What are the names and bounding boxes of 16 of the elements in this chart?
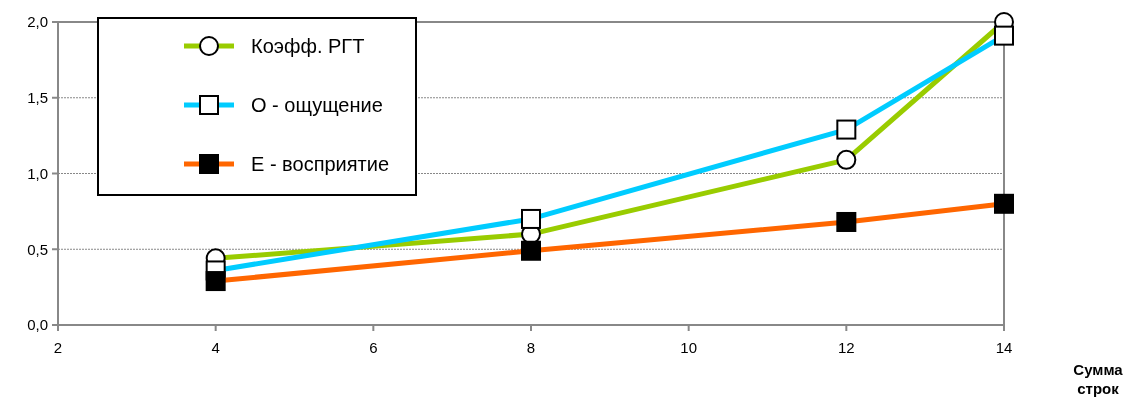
legend-label: О - ощущение xyxy=(251,94,383,116)
y-tick-label: 0,5 xyxy=(27,240,48,258)
x-tick-label: 12 xyxy=(837,339,855,356)
y-tick-label: 2,0 xyxy=(27,13,48,31)
x-tick-label: 10 xyxy=(680,339,698,356)
x-tick-label: 4 xyxy=(211,339,220,356)
x-tick-label: 2 xyxy=(53,339,63,356)
x-tick-label: 8 xyxy=(526,339,536,356)
legend-label: Е - восприятие xyxy=(251,153,390,175)
y-tick-label: 1,0 xyxy=(27,164,48,182)
y-tick-label: 1,5 xyxy=(27,89,48,106)
x-axis-title: Сумма строк xyxy=(1073,361,1124,397)
x-tick-label: 14 xyxy=(995,339,1013,356)
x-tick-label: 6 xyxy=(369,339,378,356)
legend-label: Коэфф. РГТ xyxy=(251,35,365,57)
y-tick-label: 0,0 xyxy=(27,316,48,334)
